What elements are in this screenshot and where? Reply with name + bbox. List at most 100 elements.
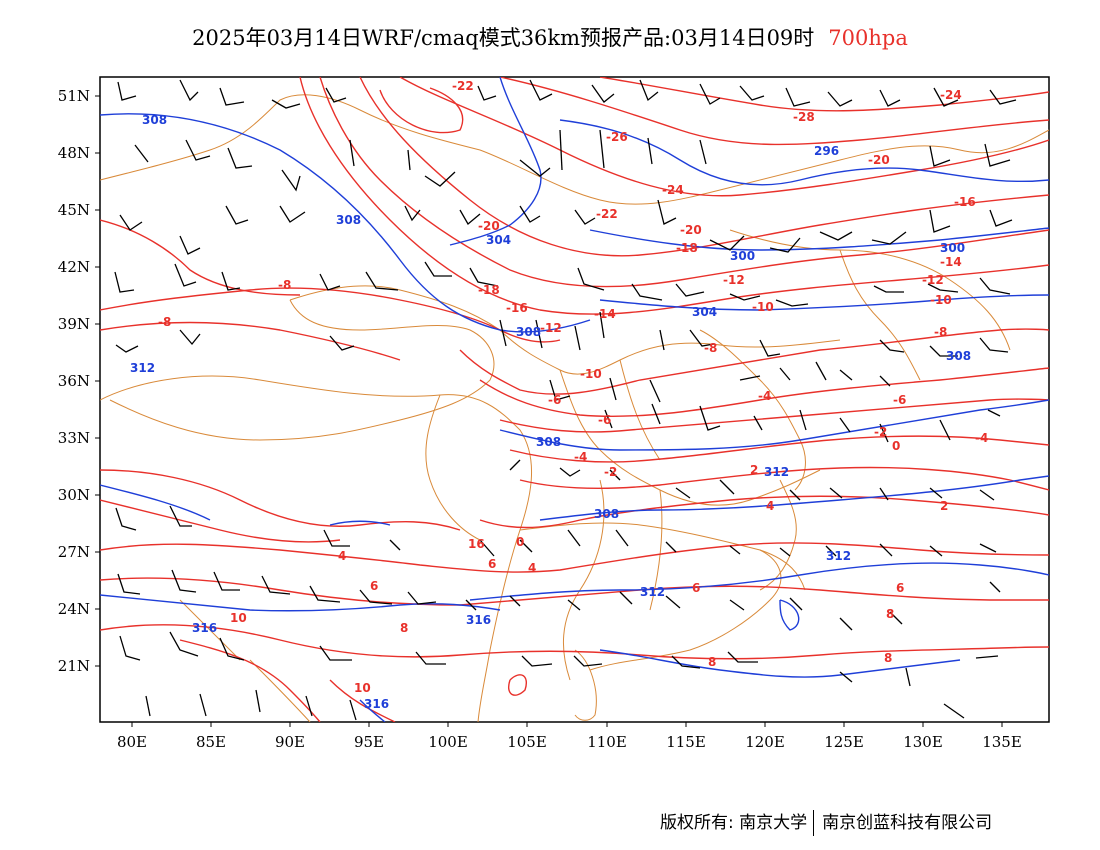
temp-label: -24 [940,88,962,102]
height-label: 300 [730,249,755,263]
lat-label: 33N [58,429,90,447]
temp-label: -20 [868,153,890,167]
height-contours [100,77,1049,722]
temp-label: -14 [940,255,962,269]
height-label: 316 [466,613,491,627]
temp-label: 0 [892,439,900,453]
temperature-contours [100,77,1049,722]
temp-label: 2 [750,463,758,477]
temp-label: -8 [158,315,171,329]
temp-label: 2 [940,499,948,513]
map-frame [99,76,1050,723]
copyright-footer: 版权所有: 南京大学 南京创蓝科技有限公司 [660,808,992,836]
lon-label: 115E [666,733,706,751]
temp-label: 6 [896,581,904,595]
temp-label: -12 [922,273,944,287]
pressure-level: 700hpa [828,26,908,50]
height-label: 308 [946,349,971,363]
temp-label: -24 [662,183,684,197]
temp-label: 10 [230,611,247,625]
temp-label: -8 [278,278,291,292]
temp-label: -10 [580,367,602,381]
lon-label: 130E [903,733,943,751]
lat-label: 27N [58,543,90,561]
height-labels: 308 308 304 304 300 300 296 308 308 308 … [130,113,971,711]
lat-label: 36N [58,372,90,390]
lon-label: 120E [745,733,785,751]
lon-label: 95E [354,733,384,751]
title-main: 2025年03月14日WRF/cmaq模式36km预报产品:03月14日09时 [192,26,815,50]
temp-label: -28 [793,110,815,124]
temp-label: -20 [680,223,702,237]
temp-label: 0 [516,535,524,549]
temp-label: -12 [540,321,562,335]
temp-label: -18 [478,283,500,297]
temp-label: -4 [574,450,587,464]
temp-label: -12 [723,273,745,287]
height-label: 316 [364,697,389,711]
height-label: 300 [940,241,965,255]
longitude-labels: 80E 85E 90E 95E 100E 105E 110E 115E 120E… [117,733,1022,751]
temp-label: -4 [758,389,771,403]
height-label: 308 [336,213,361,227]
lat-label: 24N [58,600,90,618]
height-label: 304 [486,233,511,247]
temp-label: -4 [975,431,988,445]
temp-label: -22 [452,79,474,93]
temp-label: -10 [930,293,952,307]
height-label: 312 [640,585,665,599]
lon-label: 125E [824,733,864,751]
height-label: 308 [536,435,561,449]
lon-label: 110E [587,733,627,751]
height-label: 304 [692,305,717,319]
lon-label: 90E [275,733,305,751]
footer-divider [813,810,815,836]
temp-label: 4 [766,499,774,513]
lat-label: 42N [58,258,90,276]
temp-label: -16 [954,195,976,209]
temperature-labels: -22 -26 -28 -24 -24 -20 -20 -20 -22 -18 … [158,79,988,695]
temp-label: 6 [488,557,496,571]
latitude-labels: 51N 48N 45N 42N 39N 36N 33N 30N 27N 24N … [58,87,90,675]
lat-label: 51N [58,87,90,105]
lat-label: 30N [58,486,90,504]
temp-label: 16 [468,537,485,551]
temp-label: 8 [884,651,892,665]
temp-label: 8 [886,607,894,621]
copyright-owner: 版权所有: 南京大学 [660,813,808,833]
height-label: 316 [192,621,217,635]
temp-label: 4 [338,549,346,563]
copyright-company: 南京创蓝科技有限公司 [822,813,993,833]
lat-label: 48N [58,144,90,162]
wind-barbs [114,79,1017,721]
temp-label: -14 [594,307,616,321]
temp-label: -2 [604,465,617,479]
height-label: 312 [764,465,789,479]
axis-ticks [95,95,1003,727]
boundary-lines [100,94,1049,722]
lon-label: 85E [196,733,226,751]
temp-label: -16 [506,301,528,315]
height-label: 312 [826,549,851,563]
lat-label: 45N [58,201,90,219]
temp-label: -6 [598,413,611,427]
temp-label: -18 [676,241,698,255]
lon-label: 100E [428,733,468,751]
temp-label: 8 [708,655,716,669]
temp-label: 4 [528,561,536,575]
map-title: 2025年03月14日WRF/cmaq模式36km预报产品:03月14日09时 7… [0,22,1100,52]
temp-label: -22 [596,207,618,221]
height-label: 308 [594,507,619,521]
temp-label: -20 [478,219,500,233]
temp-label: -8 [704,341,717,355]
temp-label: -6 [893,393,906,407]
temp-label: -2 [874,425,887,439]
height-label: 296 [814,144,839,158]
height-label: 312 [130,361,155,375]
temp-label: 8 [400,621,408,635]
temp-label: -26 [606,130,628,144]
temp-label: -8 [934,325,947,339]
temp-label: -6 [548,393,561,407]
lon-label: 105E [507,733,547,751]
